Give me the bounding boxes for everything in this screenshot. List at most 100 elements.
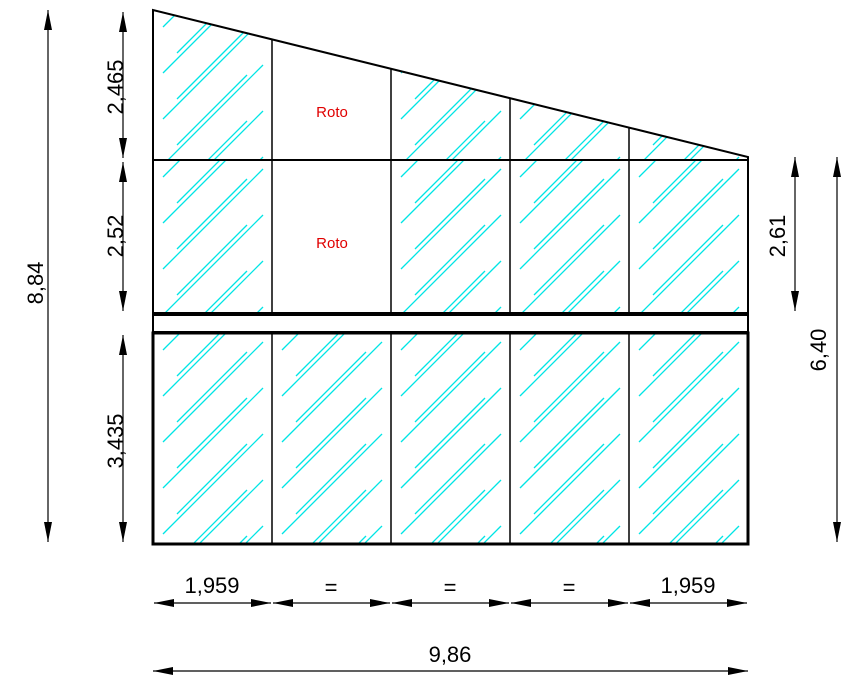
hatch-line [653,628,723,677]
hatch-line [415,259,485,329]
glass-hatching-middle-row [162,0,740,479]
hatch-line [639,203,739,303]
hatch-line [162,160,181,178]
hatch-line [638,18,740,120]
hatch-line [162,10,264,74]
hatch-line [534,363,604,433]
hatch-line [176,120,248,160]
hatch-line [519,110,621,160]
dim-overall-width: 9,86 [429,642,472,667]
dim-left-middle: 2,52 [103,215,128,258]
hatch-line [177,87,247,157]
hatch-line [430,489,486,544]
hatch-line [162,64,264,160]
hatch-line [311,489,367,544]
hatch-line [295,443,367,515]
hatch-line [638,168,740,270]
hatch-line [519,387,621,489]
hatch-line [415,87,485,157]
dim-line-right-height [833,157,841,542]
dim-line-bottom-segment-1 [154,599,271,607]
top-row-glass-5 [638,0,740,303]
hatch-line [533,397,605,469]
bottom-row-glass-4 [519,333,621,544]
panel-label-middle-2: Roto [316,235,348,252]
hatch-line [400,160,465,224]
hatch-line [520,0,620,85]
middle-row-outline [152,159,749,314]
hatch-line [652,28,724,100]
hatch-line [177,363,247,433]
hatch-line [401,203,501,303]
hatch-line [204,270,248,313]
hatch-line [281,333,346,397]
top-row-glass-4 [519,10,621,303]
hatch-line [400,333,465,397]
hatch-line [177,260,247,330]
hatch-line [561,270,605,313]
hatch-line [519,168,621,270]
hatch-line [520,203,620,303]
middle-row-glass-1 [162,31,264,479]
hatch-line [653,214,723,284]
hatch-line [533,178,605,250]
hatch-line [162,387,264,489]
middle-row-glass-5 [638,41,740,387]
hatch-line [177,167,247,237]
hatch-line [534,317,604,387]
hatch-line [162,18,264,120]
hatch-line [534,87,604,157]
hatch-line [653,41,723,111]
hatch-line [177,0,247,7]
hatch-line [533,28,605,100]
hatch-line [519,160,538,178]
hatch-line [414,224,486,296]
hatch-line [534,41,604,111]
dim-line-left-bottom [119,335,127,542]
hatch-line [198,479,264,544]
hatch-line [176,351,248,423]
hatch-line [177,409,247,479]
hatch-line [521,214,621,313]
hatch-line [162,433,264,535]
dim-left-bottom: 3,435 [103,413,128,468]
hatch-line [176,397,248,469]
hatch-line [652,178,724,250]
hatch-line [400,10,502,74]
dim-left-top: 2,465 [103,59,128,114]
hatch-line [652,74,724,146]
hatch-line [401,31,501,131]
hatch-line [177,41,247,111]
hatch-line [533,120,605,160]
hatch-line [653,317,723,387]
hatch-line [653,0,723,7]
hatch-line [176,333,221,377]
hatch-line [520,31,620,131]
hatch-line [652,120,724,160]
sloped-top-outline [152,8,749,160]
hatch-line [281,341,383,443]
hatch-line [653,213,723,283]
hatch-line [638,10,740,28]
bottom-row-outline [151,331,750,546]
hatch-line [415,409,485,479]
dim-line-left-middle [119,162,127,311]
hatch-line [415,363,485,433]
hatch-line [176,74,248,146]
hatch-line [162,168,264,270]
bottom-row-glass-1 [162,260,264,544]
hatch-line [652,333,697,377]
hatch-line [162,341,264,443]
dim-bottom-segment-5: 1,959 [660,573,715,598]
hatch-line [163,31,263,131]
hatch-line [162,160,227,224]
hatch-line [640,214,740,313]
hatch-line [519,10,621,74]
hatch-line [177,259,247,329]
hatch-line [533,443,605,515]
hatch-line [448,260,502,313]
hatch-line [176,224,248,296]
hatch-line [295,397,367,469]
hatch-line [164,214,264,313]
hatch-line [414,178,486,250]
